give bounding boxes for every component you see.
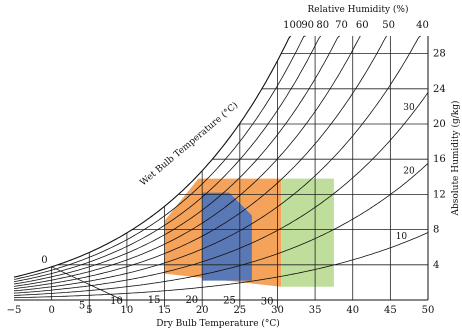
wet-bulb-label-15: 15 [148,295,161,306]
x-tick-label: 5 [86,305,92,316]
right-tick-label: 16 [433,154,446,165]
right-tick-label: 4 [433,260,439,271]
x-tick-label: 40 [346,305,359,316]
wet-bulb-label-25: 25 [223,296,236,307]
rh-label-100: 100 [283,20,302,31]
x-tick-label: −5 [7,305,22,316]
x-tick-label: 10 [121,305,134,316]
top-axis-title: Relative Humidity (%) [308,4,409,15]
rh-curve-100 [13,35,292,278]
rh-curve-90 [13,35,306,280]
right-tick-label: 12 [433,189,446,200]
rh-curve-80 [13,35,322,283]
x-axis-title: Dry Bulb Temperature (°C) [156,318,280,328]
x-tick-label: 30 [271,305,284,316]
right-axis-title: Absolute Humidity (g/kg) [450,100,461,216]
x-tick-label: 20 [196,305,209,316]
right-tick-label: 28 [433,49,446,60]
rh-curve-40 [13,35,421,292]
zone-2 [281,178,334,287]
x-tick-label: 50 [422,305,435,316]
rh-inner-label: 30 [403,103,415,113]
wet-bulb-label-5: 5 [79,301,85,312]
right-tick-label: 24 [433,84,446,95]
x-tick-label: 0 [48,305,54,316]
wet-bulb-label-20: 20 [185,295,198,306]
chart-labels: 100 90 80 70 60 50 40 0 5 10 15 20 25 30 −5 0 5 10 15 20 25 3… [7,20,446,316]
wet-bulb-label-0: 0 [41,255,47,266]
rh-label-70: 70 [335,20,348,31]
wet-bulb-line-0 [51,266,123,301]
rh-curve-30 [13,92,429,294]
x-tick-label: 15 [158,305,171,316]
rh-label-50: 50 [382,20,395,31]
rh-inner-label: 20 [403,167,415,177]
rh-inner-label: 10 [396,232,408,242]
x-tick-label: 35 [309,305,322,316]
wet-bulb-lines [51,266,278,313]
rh-label-40: 40 [416,20,429,31]
wet-bulb-label-30: 30 [261,296,274,307]
right-tick-label: 8 [433,225,439,236]
x-tick-label: 25 [233,305,246,316]
rh-label-60: 60 [356,20,369,31]
wet-bulb-label-10: 10 [110,296,123,307]
rh-curve-10 [14,232,429,299]
rh-label-80: 80 [316,20,329,31]
rh-label-90: 90 [301,20,314,31]
chart-grid [14,36,429,301]
right-tick-label: 20 [433,119,446,130]
x-tick-label: 45 [384,305,397,316]
rh-curve-20 [14,163,429,296]
rh-curve-50 [13,35,387,289]
relative-humidity-curves [13,35,429,299]
rh-curve-70 [13,35,340,285]
